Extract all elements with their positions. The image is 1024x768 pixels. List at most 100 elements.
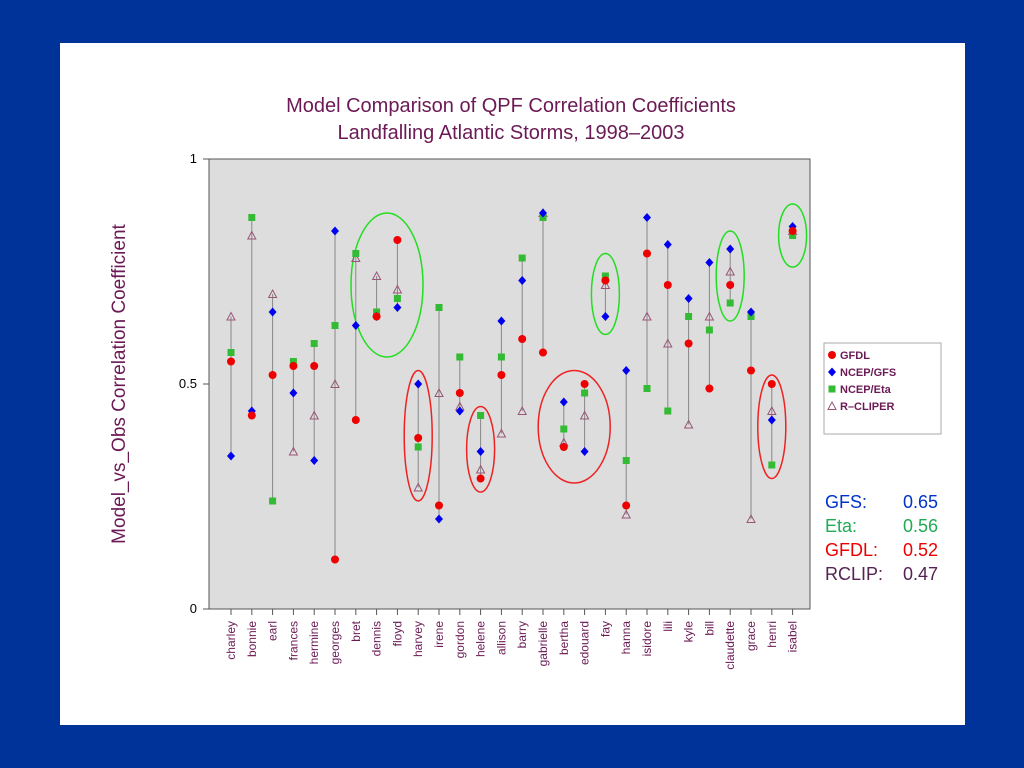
point-square-hanna	[622, 457, 630, 464]
point-circle-bertha	[559, 443, 568, 451]
point-circle-harvey	[414, 434, 423, 442]
point-triangle-harvey	[413, 482, 424, 492]
point-square-georges	[331, 322, 339, 329]
point-diamond-floyd	[393, 303, 402, 312]
summary-row: RCLIP: 0.47	[825, 562, 938, 586]
point-triangle-isidore	[642, 311, 652, 321]
point-diamond-henri	[767, 415, 776, 425]
point-triangle-bill	[704, 311, 715, 321]
highlight-ellipse-harvey	[403, 369, 433, 502]
point-square-isabel	[789, 232, 797, 239]
point-circle-hanna	[622, 501, 631, 510]
x-tick-label-claudette: claudette	[723, 621, 737, 670]
y-tick-label: 0.5	[179, 376, 197, 391]
point-square-floyd	[393, 295, 401, 302]
point-diamond-allison	[497, 316, 506, 326]
highlight-ellipse-isabel	[777, 203, 808, 268]
point-circle-charley	[227, 357, 235, 366]
x-tick-label-irene: irene	[432, 621, 446, 648]
point-triangle-edouard	[579, 410, 590, 420]
point-square-kyle	[685, 313, 693, 320]
point-square-allison	[497, 353, 505, 361]
point-diamond-edouard	[580, 447, 589, 456]
point-square-edouard	[581, 389, 589, 397]
point-square-fay	[601, 272, 609, 280]
x-tick-label-harvey: harvey	[411, 621, 425, 657]
x-tick-label-hermine: hermine	[307, 621, 321, 665]
highlight-ellipse-henri	[757, 374, 787, 480]
x-tick-label-isabel: isabel	[786, 621, 800, 652]
point-triangle-earl	[267, 288, 278, 298]
point-square-gordon	[456, 353, 464, 361]
point-square-bret	[352, 250, 360, 257]
point-square-frances	[289, 358, 297, 365]
point-circle-bonnie	[247, 411, 256, 420]
summary-label: RCLIP:	[825, 564, 884, 584]
point-triangle-floyd	[392, 284, 403, 294]
point-square-henri	[768, 461, 776, 469]
point-circle-gordon	[455, 389, 464, 397]
point-square-charley	[227, 349, 235, 356]
point-square-earl	[269, 497, 277, 505]
point-diamond-kyle	[684, 294, 693, 303]
legend-label: NCEP/Eta	[840, 384, 892, 396]
x-tick-label-floyd: floyd	[390, 621, 404, 646]
point-triangle-henri	[766, 405, 777, 415]
legend-label: NCEP/GFS	[840, 367, 896, 379]
y-tick-label: 0	[190, 601, 197, 616]
point-diamond-hermine	[310, 456, 319, 465]
x-tick-label-helene: helene	[474, 621, 488, 657]
legend-label: GFDL	[840, 350, 870, 362]
summary-row: GFDL: 0.52	[825, 538, 938, 562]
point-triangle-barry	[517, 405, 528, 415]
point-circle-bret	[351, 416, 360, 424]
point-circle-hermine	[310, 362, 319, 370]
x-tick-label-henri: henri	[765, 621, 779, 648]
x-tick-label-isidore: isidore	[640, 621, 654, 657]
point-triangle-dennis	[371, 270, 382, 280]
point-circle-floyd	[393, 236, 402, 244]
point-diamond-bertha	[559, 397, 568, 407]
summary-value: 0.65	[903, 492, 939, 512]
summary-row: GFS: 0.65	[825, 490, 938, 514]
plot-area	[208, 158, 811, 610]
legend-marker-square	[828, 385, 836, 393]
point-triangle-bonnie	[246, 230, 257, 240]
point-diamond-irene	[435, 514, 443, 524]
x-tick-label-kyle: kyle	[682, 621, 696, 643]
legend-marker-triangle	[827, 400, 837, 410]
point-circle-grace	[747, 366, 755, 375]
x-tick-label-gordon: gordon	[453, 621, 467, 658]
point-circle-barry	[518, 335, 527, 343]
point-triangle-charley	[226, 311, 236, 321]
point-diamond-bill	[705, 258, 714, 267]
legend-marker-circle	[828, 351, 836, 359]
plot-layer	[226, 203, 808, 564]
point-circle-isabel	[788, 227, 797, 235]
x-tick-label-georges: georges	[328, 621, 342, 664]
point-square-harvey	[414, 443, 422, 451]
point-circle-georges	[331, 555, 339, 564]
point-circle-dennis	[372, 312, 381, 321]
point-triangle-lili	[662, 338, 673, 348]
x-tick-label-charley: charley	[224, 621, 238, 660]
point-circle-irene	[435, 501, 443, 510]
summary-value: 0.56	[903, 516, 939, 536]
point-diamond-claudette	[726, 244, 735, 254]
point-square-barry	[518, 254, 526, 262]
x-tick-label-lili: lili	[661, 621, 675, 632]
point-triangle-allison	[496, 428, 507, 438]
point-triangle-hermine	[309, 410, 320, 420]
x-tick-label-fay: fay	[598, 621, 612, 637]
point-triangle-helene	[475, 464, 486, 474]
highlight-ellipse-claudette	[715, 230, 745, 322]
point-diamond-gabrielle	[539, 208, 547, 218]
highlight-ellipse-helene	[465, 405, 496, 493]
point-circle-henri	[767, 380, 776, 388]
summary-box: GFS: 0.65 Eta: 0.56 GFDL: 0.52 RCLIP: 0.47	[825, 490, 938, 586]
point-circle-claudette	[726, 281, 735, 289]
point-circle-bill	[705, 384, 714, 393]
point-circle-allison	[497, 371, 506, 379]
chart: Model Comparison of QPF Correlation Coef…	[109, 95, 942, 670]
slide: Model Comparison of QPF Correlation Coef…	[60, 43, 965, 725]
